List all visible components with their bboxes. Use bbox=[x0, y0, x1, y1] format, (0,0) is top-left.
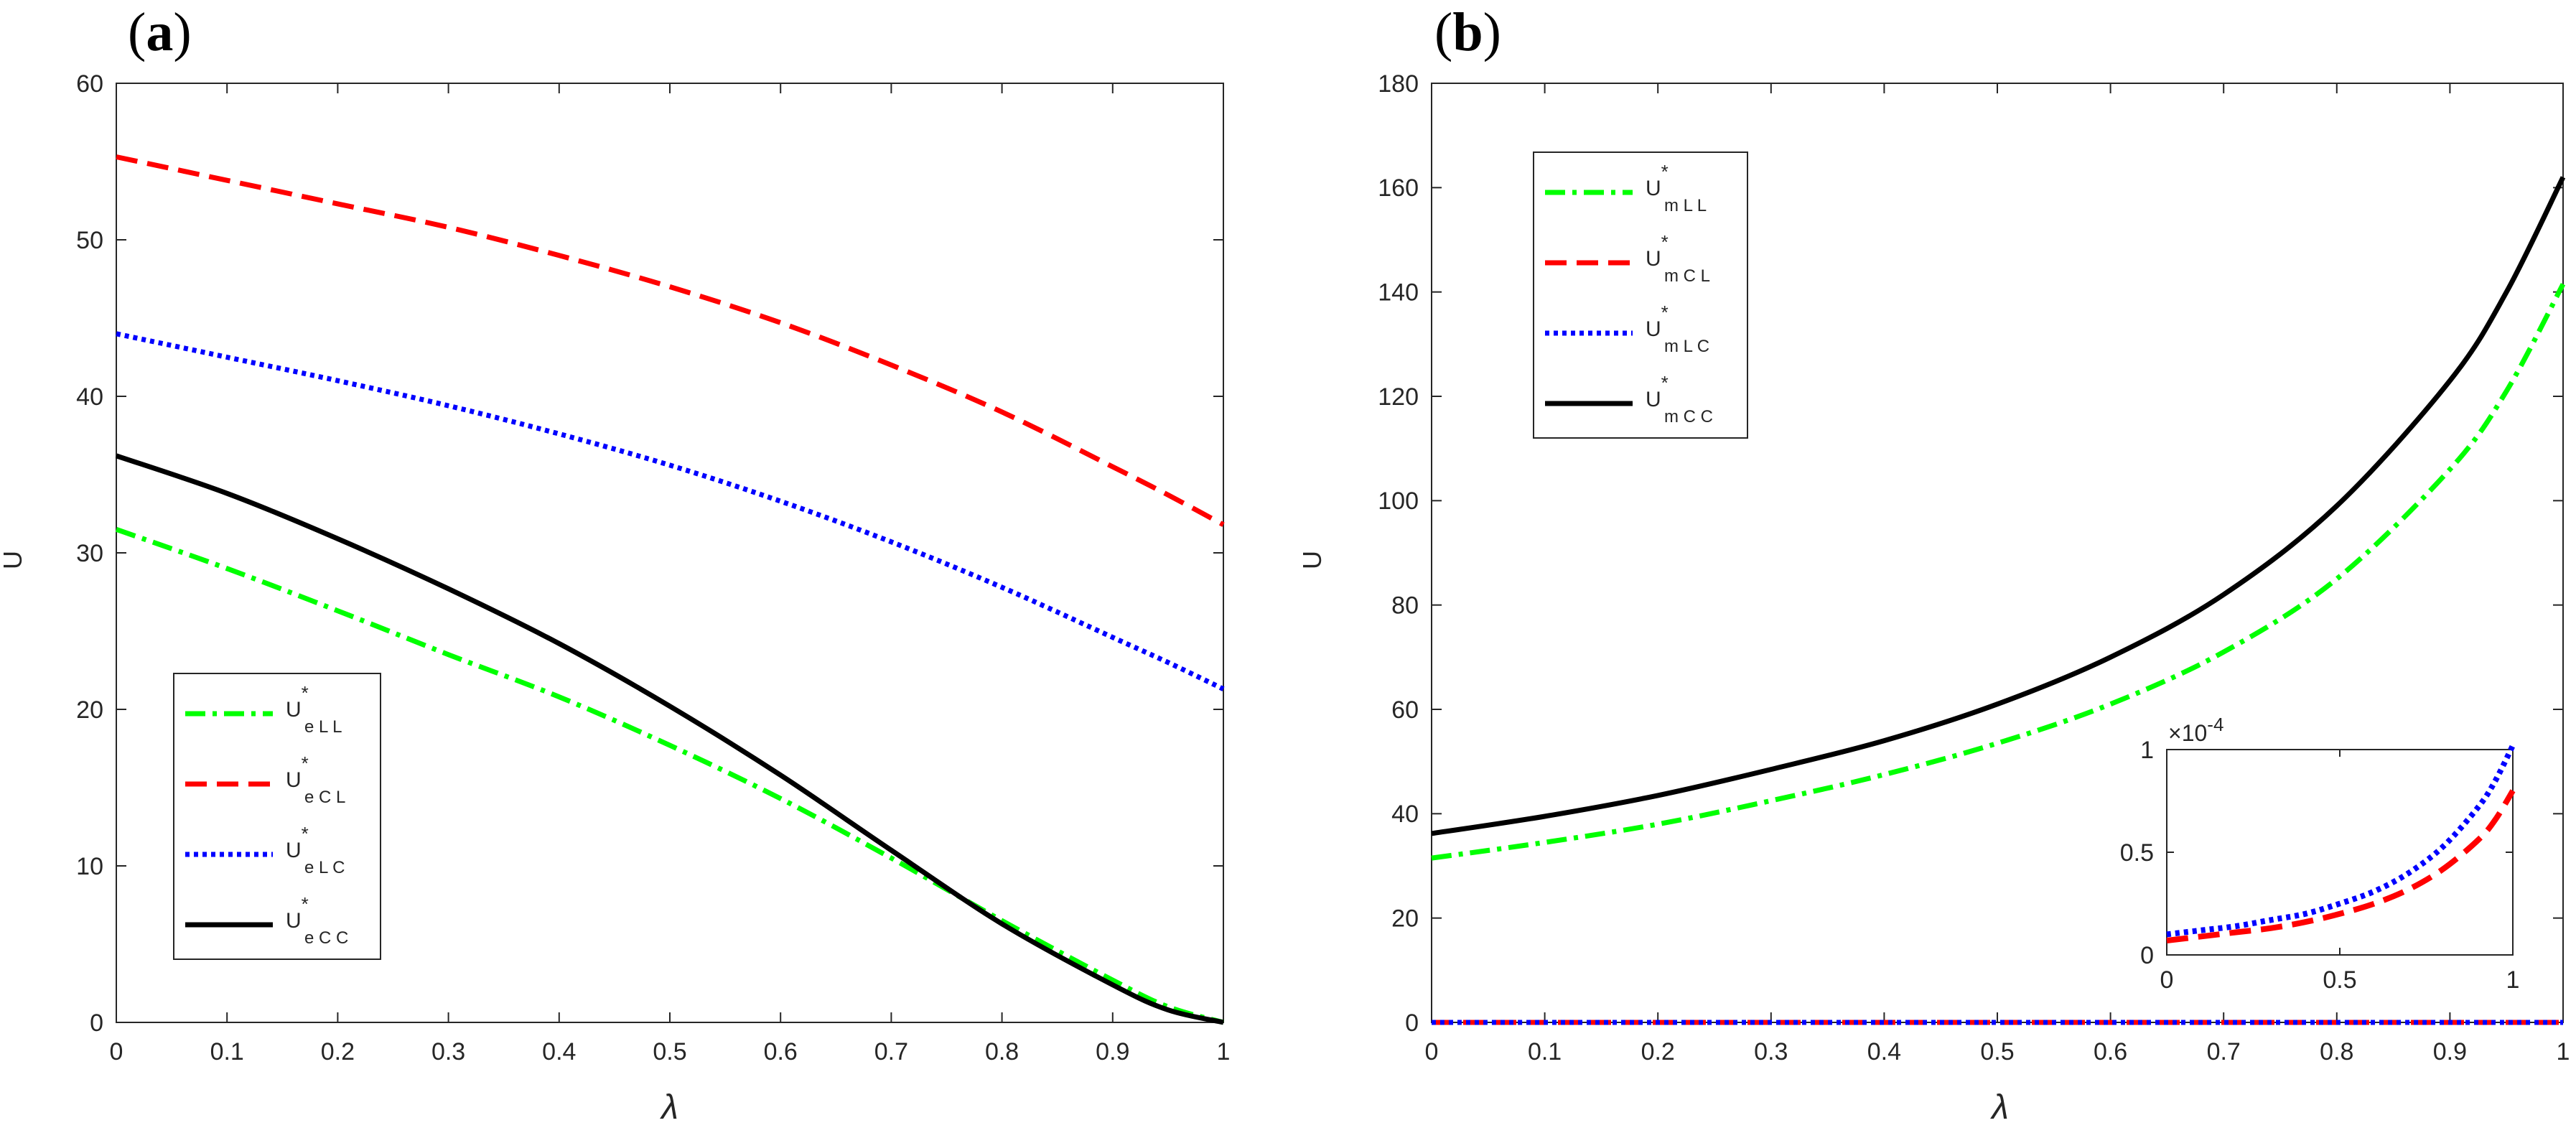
panel-a-legend-label: U* e L C bbox=[286, 823, 345, 877]
panel-b-inset-ytick-label: 0 bbox=[2140, 942, 2154, 969]
panel-b-inset-exponent-label: ×10-4 bbox=[2168, 714, 2223, 746]
panel-b-ytick-label: 180 bbox=[1378, 70, 1419, 98]
panel-b-legend-label: U* m C C bbox=[1646, 372, 1713, 426]
panel-b-inset-series-line-U*mCL bbox=[2166, 789, 2516, 943]
panel-b-ytick-label: 40 bbox=[1391, 801, 1419, 828]
panel-b-ytick-label: 0 bbox=[1405, 1009, 1419, 1037]
panel-a-ytick-label: 30 bbox=[76, 540, 103, 567]
panel-a-xtick-label: 0.9 bbox=[1096, 1038, 1129, 1065]
panel-a-ytick-label: 50 bbox=[76, 227, 103, 254]
panel-a-x-axis-title: λ bbox=[659, 1088, 678, 1127]
panel-a-xtick-label: 0 bbox=[110, 1038, 123, 1065]
panel-b-legend-box bbox=[1533, 151, 1748, 439]
panel-b-xtick-label: 0.2 bbox=[1641, 1038, 1675, 1065]
panel-b-inset-plot-frame bbox=[2166, 749, 2514, 956]
panel-a-ytick-label: 60 bbox=[76, 70, 103, 98]
panel-b-inset-ytick-label: 1 bbox=[2140, 737, 2154, 764]
panel-a-xtick-label: 0.6 bbox=[764, 1038, 798, 1065]
panel-b-label: (b) bbox=[1434, 2, 1501, 62]
panel-b-xtick-label: 0.8 bbox=[2320, 1038, 2353, 1065]
panel-b-legend-label: U* m C L bbox=[1646, 231, 1710, 286]
panel-b-inset-xtick-label: 0.5 bbox=[2323, 966, 2356, 994]
panel-a-letter: a bbox=[146, 2, 174, 62]
panel-b-legend: U* m L L U* m C L U* m L C U* m C C bbox=[1533, 151, 1748, 439]
panel-b-ytick-label: 100 bbox=[1378, 488, 1419, 515]
panel-b-xtick-label: 1 bbox=[2557, 1038, 2570, 1065]
panel-b-xtick-label: 0.9 bbox=[2433, 1038, 2467, 1065]
panel-b-legend-label: U* m L L bbox=[1646, 161, 1707, 215]
panel-b-ytick-label: 140 bbox=[1378, 279, 1419, 307]
panel-b-series-line-U*mCC bbox=[1431, 176, 2566, 836]
panel-a-xtick-label: 0.8 bbox=[985, 1038, 1019, 1065]
panel-a-xtick-label: 0.5 bbox=[653, 1038, 686, 1065]
panel-a-legend: U* e L L U* e C L U* e L C U* e C C bbox=[173, 673, 381, 960]
panel-a-series-line-U*eLC bbox=[116, 331, 1225, 691]
panel-b-ytick-label: 160 bbox=[1378, 174, 1419, 202]
panel-b-series-group bbox=[1431, 176, 2566, 1025]
panel-b-inset-ytick-label: 0.5 bbox=[2120, 839, 2154, 867]
panel-a-xtick-label: 0.3 bbox=[431, 1038, 465, 1065]
panel-a-ytick-label: 10 bbox=[76, 853, 103, 880]
panel-b-xtick-label: 0.7 bbox=[2207, 1038, 2241, 1065]
panel-b-xtick-label: 0 bbox=[1425, 1038, 1439, 1065]
panel-a-xtick-label: 0.7 bbox=[874, 1038, 908, 1065]
panel-a-series-group bbox=[115, 154, 1225, 1025]
panel-a-ytick-label: 0 bbox=[90, 1009, 103, 1037]
panel-a-legend-label: U* e C L bbox=[286, 752, 345, 807]
panel-b-xtick-label: 0.6 bbox=[2094, 1038, 2127, 1065]
panel-b-inset-axes: 0 0.5 1 0 0.5 1 bbox=[2120, 737, 2520, 994]
panel-a-xtick-label: 0.4 bbox=[542, 1038, 576, 1065]
panel-a-legend-label: U* e L L bbox=[286, 682, 342, 737]
panel-b-ytick-label: 60 bbox=[1391, 696, 1419, 724]
panel-b-inset-series-group bbox=[2166, 744, 2516, 943]
panel-b-xtick-label: 0.1 bbox=[1528, 1038, 1562, 1065]
panel-b-x-axis-title: λ bbox=[1989, 1088, 2009, 1127]
panel-a-legend-label: U* e C C bbox=[286, 893, 348, 948]
panel-b-ytick-label: 120 bbox=[1378, 383, 1419, 411]
panel-a-series-line-U*eCC bbox=[115, 453, 1224, 1025]
panel-a-ytick-label: 40 bbox=[76, 383, 103, 411]
panel-a-series-line-U*eLL bbox=[115, 527, 1224, 1025]
panel-b-ytick-label: 80 bbox=[1391, 592, 1419, 620]
panel-b-letter: b bbox=[1452, 2, 1483, 62]
panel-b-xtick-label: 0.4 bbox=[1867, 1038, 1901, 1065]
panel-b-xtick-label: 0.3 bbox=[1754, 1038, 1788, 1065]
panel-a-xtick-label: 1 bbox=[1217, 1038, 1231, 1065]
panel-a-xtick-label: 0.2 bbox=[321, 1038, 355, 1065]
panel-b-legend-label: U* m L C bbox=[1646, 302, 1709, 356]
panel-b-y-axis-title: U bbox=[1297, 551, 1327, 569]
panel-a-xtick-label: 0.1 bbox=[210, 1038, 244, 1065]
panel-b-xtick-label: 0.5 bbox=[1980, 1038, 2014, 1065]
panel-a-series-line-U*eCL bbox=[116, 154, 1225, 527]
panel-a-y-axis-title: U bbox=[0, 551, 27, 569]
panel-b-ytick-label: 20 bbox=[1391, 905, 1419, 933]
panel-a-label: (a) bbox=[128, 2, 192, 62]
panel-b-series-line-U*mLL bbox=[1431, 283, 2566, 861]
panel-b-inset-xtick-label: 1 bbox=[2506, 966, 2520, 994]
panel-b-inset-xtick-label: 0 bbox=[2160, 966, 2174, 994]
panel-a-ytick-label: 20 bbox=[76, 696, 103, 724]
panel-a-legend-box bbox=[173, 673, 381, 960]
